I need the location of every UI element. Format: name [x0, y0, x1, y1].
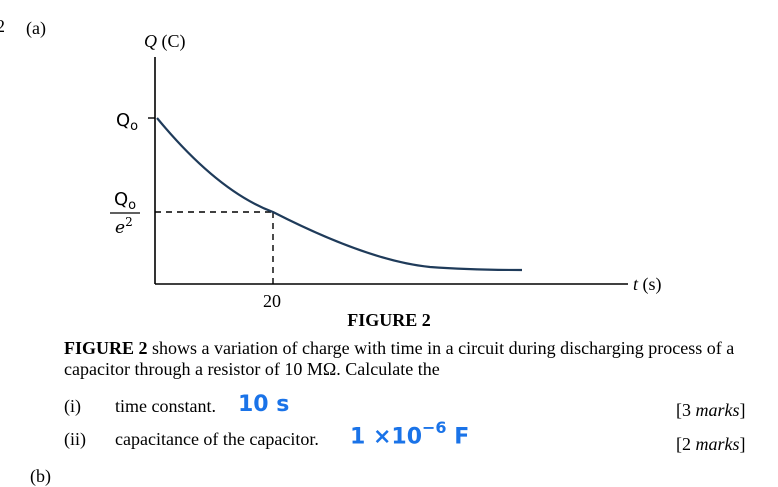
item-ii-number: (ii): [64, 429, 86, 449]
y-tick-label-frac-den: e2: [115, 215, 133, 238]
question-paragraph: FIGURE 2 shows a variation of charge wit…: [64, 338, 764, 380]
item-i-number: (i): [64, 396, 81, 416]
x-tick-label-20: 20: [263, 291, 281, 311]
next-part-fragment: (b): [30, 466, 51, 486]
figure-title: FIGURE 2: [347, 310, 431, 330]
item-ii-marks: [2 marks]: [676, 434, 746, 454]
paragraph-bold: FIGURE 2: [64, 338, 148, 358]
item-ii-label: capacitance of the capacitor.: [115, 429, 319, 449]
item-i-marks: [3 marks]: [676, 400, 746, 420]
y-tick-label-frac-num: Qo: [114, 189, 136, 213]
item-i-handwritten-answer: 10 s: [238, 392, 290, 417]
discharge-curve: [156, 117, 523, 272]
x-axis-label: t (s): [633, 274, 662, 295]
part-label: (a): [26, 18, 46, 38]
question-number: 2: [0, 16, 5, 36]
y-tick-label-q0: Qo: [116, 110, 138, 134]
item-ii-handwritten-answer: 1 ×10−6 F: [350, 418, 470, 450]
paragraph-body: shows a variation of charge with time in…: [64, 338, 735, 379]
y-axis-label: Q (C): [144, 31, 186, 52]
item-i-label: time constant.: [115, 396, 216, 416]
